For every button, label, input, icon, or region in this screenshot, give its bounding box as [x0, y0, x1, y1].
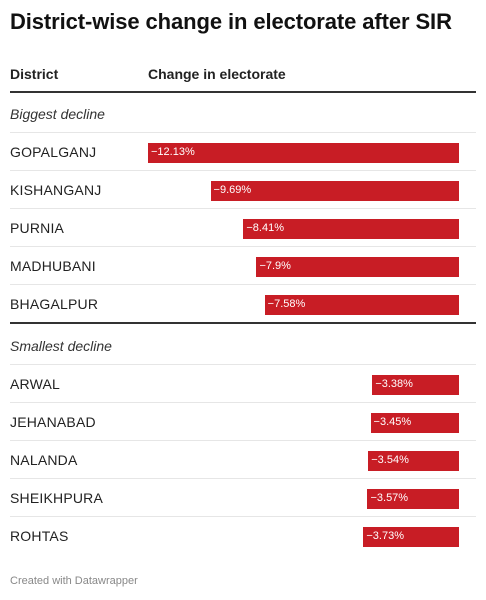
section-label-smallest: Smallest decline	[10, 338, 112, 354]
bar-value-label: −8.41%	[246, 222, 284, 234]
table-row: PURNIA −8.41%	[10, 208, 476, 247]
column-header-district: District	[10, 66, 59, 82]
section-label-biggest: Biggest decline	[10, 106, 105, 122]
bar-value-label: −9.69%	[213, 184, 252, 196]
table-row: KISHANGANJ −9.69%	[10, 170, 476, 209]
header-divider	[10, 91, 476, 93]
district-name: KISHANGANJ	[10, 182, 102, 198]
table-row: BHAGALPUR −7.58%	[10, 284, 476, 323]
bar	[367, 489, 459, 509]
district-name: NALANDA	[10, 452, 78, 468]
bar	[256, 257, 459, 277]
bar	[264, 295, 459, 315]
table-row: SHEIKHPURA −3.57%	[10, 478, 476, 517]
bar	[243, 219, 459, 239]
district-name: ROHTAS	[10, 528, 69, 544]
table-row: JEHANABAD −3.45%	[10, 402, 476, 441]
column-header-change: Change in electorate	[148, 66, 286, 82]
bar	[370, 413, 459, 433]
district-name: JEHANABAD	[10, 414, 96, 430]
district-name: ARWAL	[10, 376, 61, 392]
bar	[148, 143, 459, 163]
bar-value-label: −7.58%	[267, 298, 306, 310]
district-name: GOPALGANJ	[10, 144, 97, 160]
table-row: ARWAL −3.38%	[10, 364, 476, 403]
district-name: SHEIKHPURA	[10, 490, 104, 506]
table-row: ROHTAS −3.73%	[10, 516, 476, 555]
bar-value-label: −3.54%	[371, 454, 409, 466]
bar-value-label: −7.9%	[259, 260, 291, 272]
table-row: NALANDA −3.54%	[10, 440, 476, 479]
bar	[363, 527, 459, 547]
district-name: BHAGALPUR	[10, 296, 99, 312]
table-row: MADHUBANI −7.9%	[10, 246, 476, 285]
bar	[210, 181, 459, 201]
bar-value-label: −3.45%	[373, 416, 412, 428]
section-divider	[10, 322, 476, 324]
chart-title: District-wise change in electorate after…	[10, 9, 452, 34]
bar-value-label: −3.73%	[366, 530, 404, 542]
bar	[368, 451, 459, 471]
bar-value-label: −3.38%	[375, 378, 413, 390]
district-name: MADHUBANI	[10, 258, 96, 274]
bar	[372, 375, 459, 395]
bar-value-label: −12.13%	[151, 146, 195, 158]
table-row: GOPALGANJ −12.13%	[10, 132, 476, 171]
district-name: PURNIA	[10, 220, 65, 236]
bar-value-label: −3.57%	[370, 492, 409, 504]
footer-credit: Created with Datawrapper	[10, 575, 138, 587]
